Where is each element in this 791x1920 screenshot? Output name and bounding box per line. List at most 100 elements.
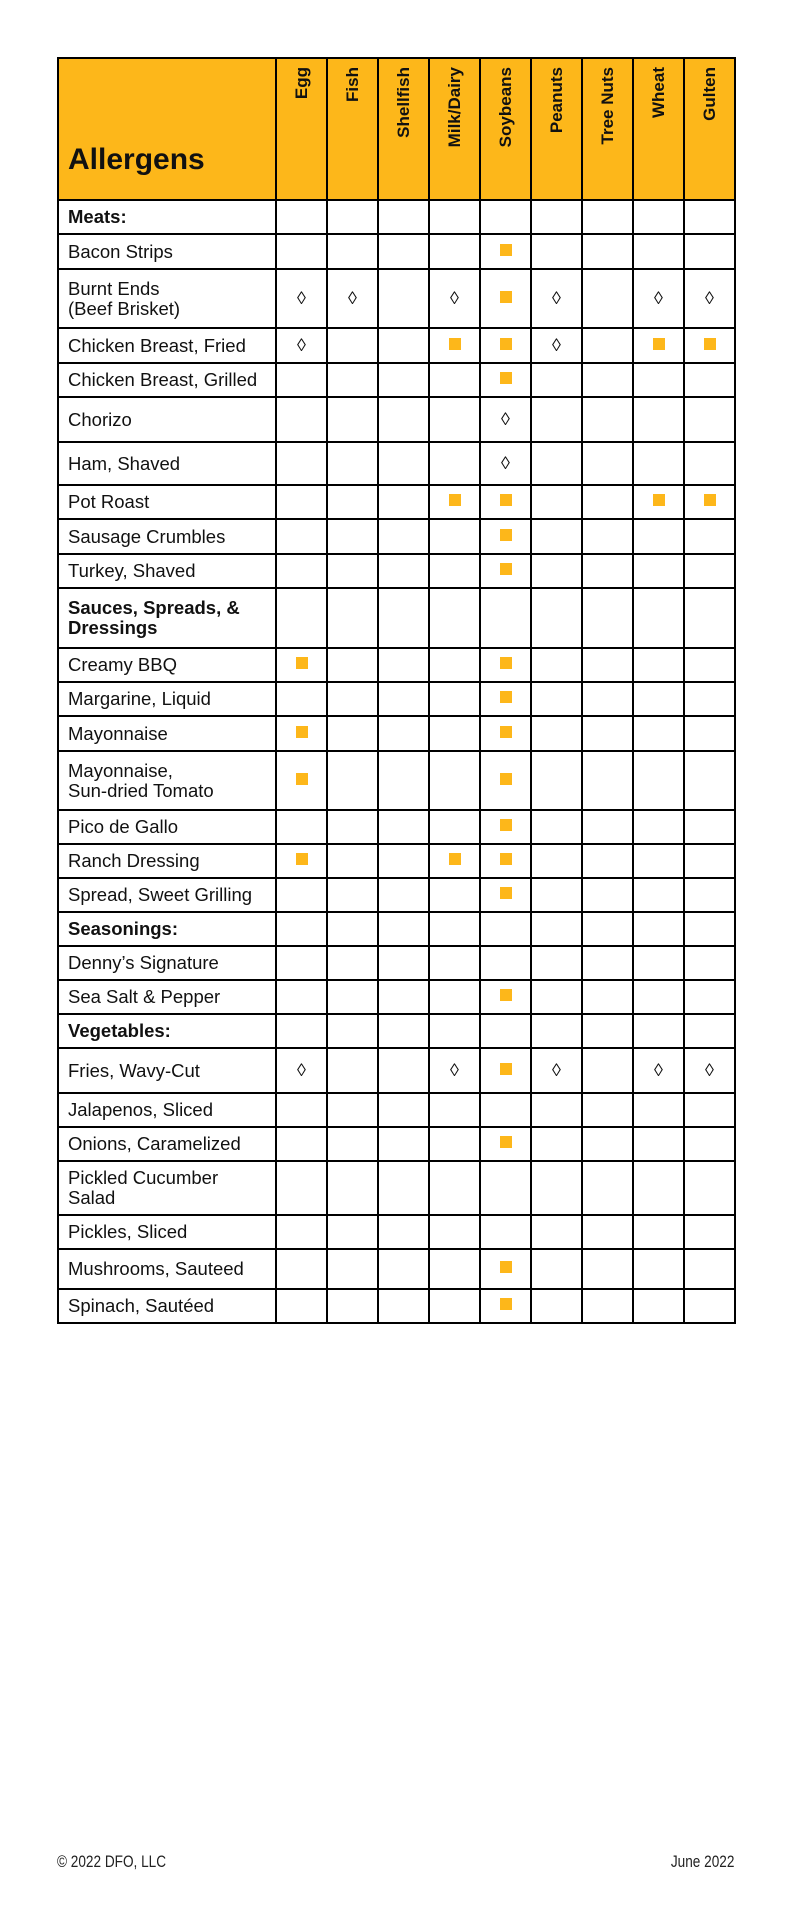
table-row: Pickles, Sliced [57,1214,736,1250]
allergen-cell [377,1126,430,1162]
allergen-cell [632,1013,685,1049]
allergen-cell [326,587,379,649]
item-name: Margarine, Liquid [57,681,277,717]
column-label: Wheat [648,67,668,118]
allergen-cell [428,1214,481,1250]
allergen-cell [530,1288,583,1324]
allergen-cell [377,518,430,555]
category-label: Seasonings: [57,911,277,947]
allergen-cell [428,681,481,717]
column-header-shellfish: Shellfish [377,57,430,201]
table-row: Jalapenos, Sliced [57,1092,736,1128]
allergen-cell [530,396,583,443]
diamond-icon: ◊ [705,1060,714,1080]
allergen-cell [275,553,328,589]
allergen-cell [377,441,430,486]
allergen-cell [581,715,634,752]
allergen-cell [479,1214,532,1250]
diamond-icon: ◊ [450,288,459,308]
allergen-cell [377,268,430,329]
allergen-cell [275,1126,328,1162]
allergen-cell [683,1013,736,1049]
allergen-cell [326,843,379,879]
allergen-cell [581,199,634,235]
diamond-icon: ◊ [654,288,663,308]
item-name: Spinach, Sautéed [57,1288,277,1324]
allergen-cell [683,362,736,398]
table-row: Chicken Breast, Grilled [57,362,736,398]
item-name: Fries, Wavy-Cut [57,1047,277,1094]
allergen-cell [581,362,634,398]
table-row: Sausage Crumbles [57,518,736,555]
allergen-cell [479,809,532,845]
category-label: Meats: [57,199,277,235]
allergen-cell [479,1047,532,1094]
allergen-cell [632,199,685,235]
square-icon [703,494,716,506]
table-row: Fries, Wavy-Cut ◊ ◊ ◊ ◊ ◊ [57,1047,736,1094]
diamond-icon: ◊ [705,288,714,308]
item-name: Creamy BBQ [57,647,277,683]
square-icon [448,337,461,350]
allergen-cell [581,647,634,683]
diamond-icon: ◊ [501,409,510,429]
allergen-cell [530,1126,583,1162]
allergen-cell [428,484,481,520]
table-row: Margarine, Liquid [57,681,736,717]
table-row: Sea Salt & Pepper [57,979,736,1015]
allergen-cell: ◊ [683,1047,736,1094]
allergen-cell [683,843,736,879]
square-icon [499,528,512,541]
allergen-cell [326,715,379,752]
allergen-cell [275,945,328,981]
allergen-cell [530,1092,583,1128]
allergen-cell [377,979,430,1015]
allergen-cell [632,1288,685,1324]
allergen-cell [479,268,532,329]
item-name: Mayonnaise [57,715,277,752]
table-row: Mayonnaise [57,715,736,752]
column-header-wheat: Wheat [632,57,685,201]
allergen-cell [377,911,430,947]
allergen-cell [530,1248,583,1290]
allergen-cell: ◊ [275,327,328,364]
allergen-cell [581,1214,634,1250]
square-icon [499,1062,512,1075]
table-row: Chicken Breast, Fried ◊ ◊ [57,327,736,364]
allergen-cell [326,1214,379,1250]
allergen-cell [632,553,685,589]
allergen-cell [377,877,430,913]
allergen-cell [275,809,328,845]
square-icon [499,290,512,303]
table-row: Mushrooms, Sauteed [57,1248,736,1290]
allergen-cell [275,441,328,486]
diamond-icon: ◊ [348,288,357,308]
allergen-cell [377,1047,430,1094]
allergen-cell [683,911,736,947]
allergen-cell [632,518,685,555]
allergen-cell [479,750,532,811]
allergen-cell [581,911,634,947]
allergen-cell [275,362,328,398]
allergen-cell: ◊ [428,1047,481,1094]
square-icon [499,819,512,831]
item-name: Mushrooms, Sauteed [57,1248,277,1290]
allergen-cell [530,362,583,398]
allergen-cell [479,877,532,913]
allergen-cell [428,362,481,398]
allergen-cell [275,647,328,683]
allergen-cell: ◊ [479,396,532,443]
item-name: Onions, Caramelized [57,1126,277,1162]
allergen-cell [632,484,685,520]
allergen-cell [479,199,532,235]
item-name: Jalapenos, Sliced [57,1092,277,1128]
allergen-cell [632,1248,685,1290]
allergen-cell [377,750,430,811]
allergen-cell: ◊ [530,327,583,364]
allergen-cell [326,1126,379,1162]
allergen-cell [275,396,328,443]
allergen-cell [632,979,685,1015]
allergen-cell [683,809,736,845]
allergen-cell [377,553,430,589]
allergen-cell [428,1013,481,1049]
